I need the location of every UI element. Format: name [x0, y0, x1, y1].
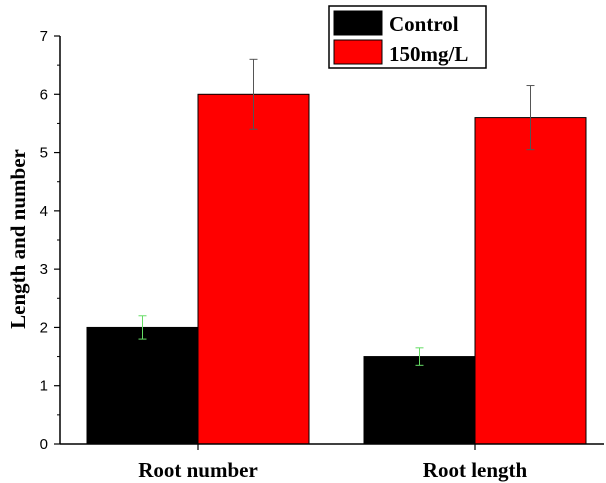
- y-tick-label: 2: [40, 319, 48, 336]
- bar-control-0: [86, 326, 199, 445]
- legend: Control 150mg/L: [328, 5, 487, 69]
- axes-group: Root number Root length 0 1 2 3 4 5 6 7: [40, 28, 604, 482]
- legend-swatch-control: [333, 10, 383, 36]
- bars-group: [86, 93, 587, 445]
- y-tick-label: 0: [40, 436, 48, 453]
- y-tick-label: 4: [40, 203, 48, 220]
- y-axis-title: Length and number: [6, 149, 30, 329]
- bar-treatment-1: [474, 117, 587, 445]
- error-bars-group: [138, 58, 535, 366]
- y-tick-label: 6: [40, 86, 48, 103]
- bar-treatment-0: [197, 93, 310, 445]
- legend-label-control: Control: [389, 12, 459, 36]
- x-category-label: Root length: [423, 458, 528, 482]
- bar-control-1: [363, 356, 476, 445]
- y-tick-label: 1: [40, 378, 48, 395]
- legend-swatch-treatment: [333, 39, 383, 65]
- y-tick-label: 7: [40, 28, 48, 45]
- legend-label-treatment: 150mg/L: [389, 42, 468, 66]
- x-category-label: Root number: [138, 458, 258, 482]
- y-tick-label: 5: [40, 145, 48, 162]
- y-tick-label: 3: [40, 261, 48, 278]
